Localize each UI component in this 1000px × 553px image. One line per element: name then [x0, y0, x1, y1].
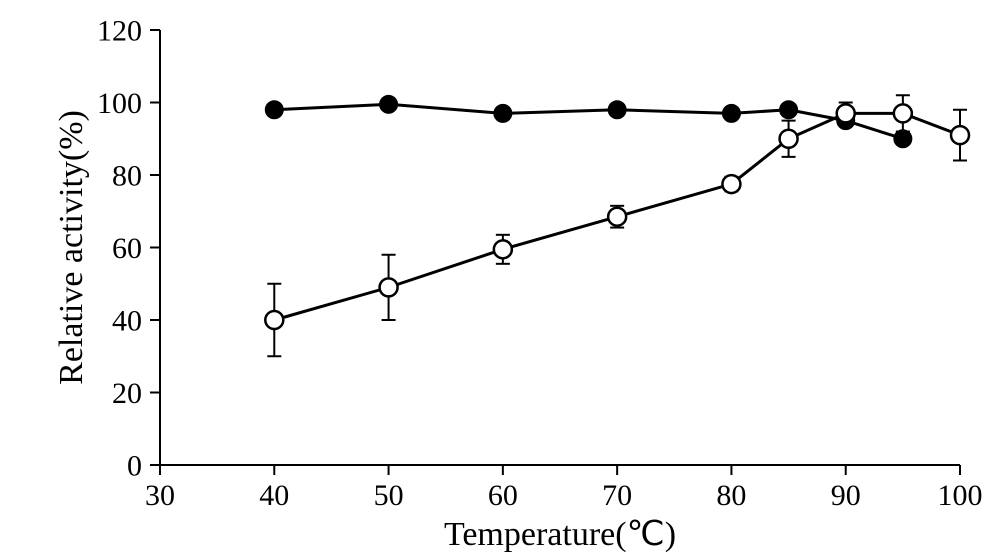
y-tick-label: 20	[112, 377, 142, 410]
y-tick-label: 100	[97, 87, 142, 120]
y-axis-label: Relative activity(%)	[53, 110, 90, 385]
series-open-marker	[265, 311, 283, 329]
series-filled-marker	[608, 101, 626, 119]
activity-vs-temperature-chart: 30 40 50 60 70 80 90 100 0 20 40 60 80 100 120 Temperat…	[0, 0, 1000, 553]
series-filled-marker	[780, 101, 798, 119]
series-filled-marker	[894, 130, 912, 148]
y-tick-label: 40	[112, 305, 142, 338]
series-filled-marker	[722, 104, 740, 122]
series-filled-line	[274, 104, 903, 138]
y-tick-label: 60	[112, 232, 142, 265]
series-open-marker	[494, 240, 512, 258]
series-open-marker	[380, 278, 398, 296]
series-filled-marker	[265, 101, 283, 119]
x-tick-label: 50	[374, 479, 404, 512]
series-open-marker	[837, 104, 855, 122]
x-tick-label: 30	[145, 479, 175, 512]
x-tick-label: 80	[716, 479, 746, 512]
x-tick-label: 60	[488, 479, 518, 512]
y-tick-label: 80	[112, 160, 142, 193]
series-open-marker	[951, 126, 969, 144]
series-open-marker	[608, 208, 626, 226]
y-tick-label: 120	[97, 15, 142, 48]
x-tick-label: 40	[259, 479, 289, 512]
series-open-marker	[780, 130, 798, 148]
series-filled-marker	[494, 104, 512, 122]
series-filled-marker	[380, 95, 398, 113]
y-tick-label: 0	[127, 450, 142, 483]
x-tick-label: 70	[602, 479, 632, 512]
series-open-marker	[722, 175, 740, 193]
chart-svg: 30 40 50 60 70 80 90 100 0 20 40 60 80 100 120 Temperat…	[0, 0, 1000, 553]
x-tick-label: 90	[831, 479, 861, 512]
series-open-marker	[894, 104, 912, 122]
x-axis-label: Temperature(℃)	[444, 516, 676, 553]
x-tick-label: 100	[938, 479, 983, 512]
